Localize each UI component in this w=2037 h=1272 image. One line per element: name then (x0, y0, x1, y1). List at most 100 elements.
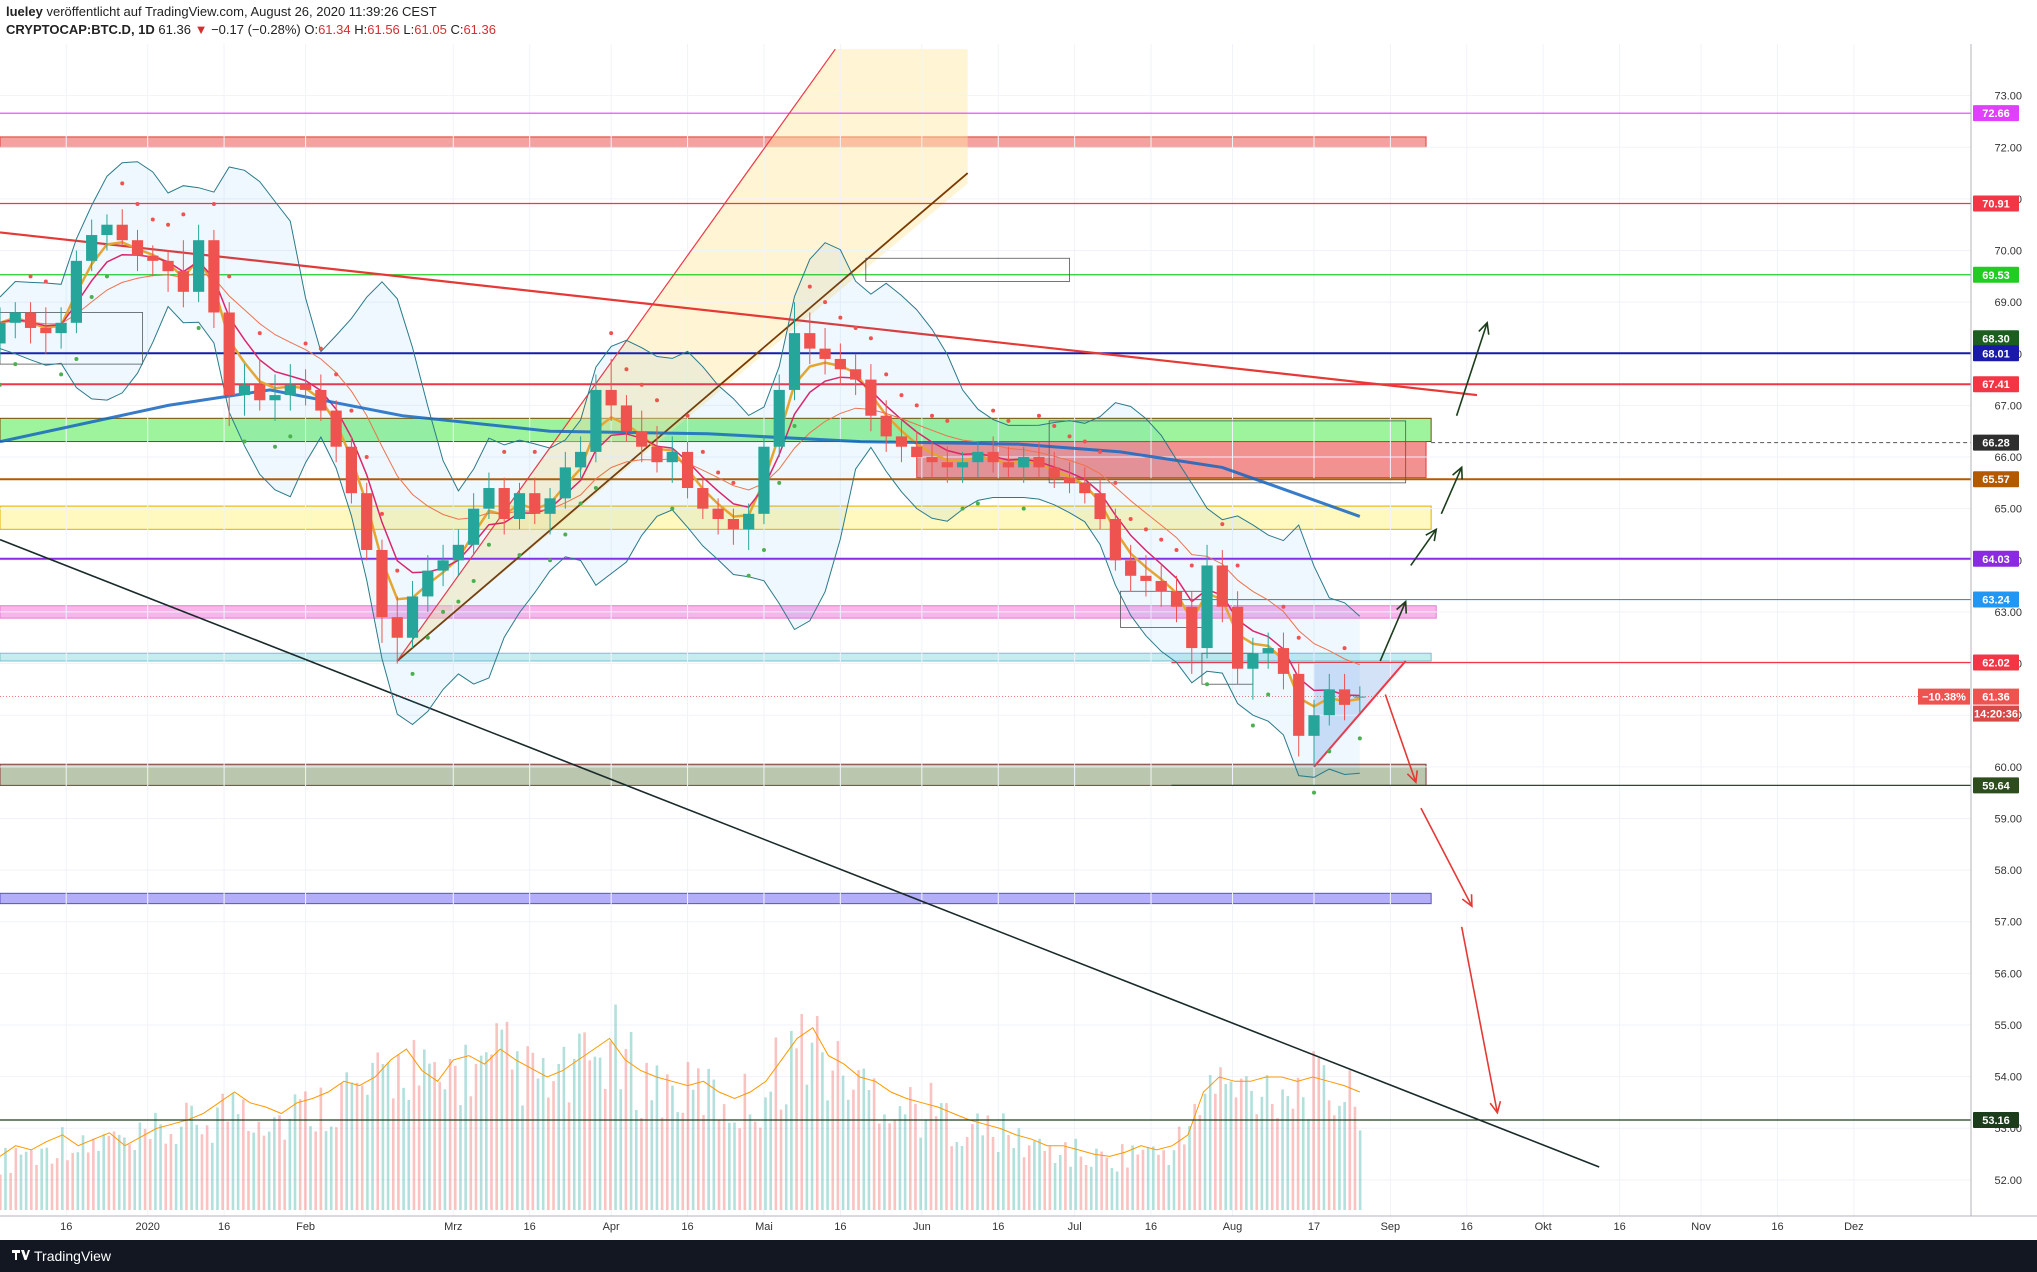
candle-body (86, 235, 98, 261)
volume-bar (1322, 1065, 1326, 1210)
volume-bar (138, 1122, 142, 1210)
uptrend-channel-lower (396, 172, 969, 662)
ohlc-line: CRYPTOCAP:BTC.D, 1D 61.36 ▼ −0.17 (−0.28… (6, 22, 496, 37)
psar-dot (945, 418, 950, 423)
volume-bar (516, 1051, 519, 1210)
candle-body (865, 379, 877, 416)
candle-body (101, 224, 113, 236)
candle-body (544, 498, 556, 514)
candle-body (452, 544, 464, 561)
psar-dot (807, 284, 812, 289)
price-chart[interactable]: 52.0053.0054.0055.0056.0057.0058.0059.00… (0, 44, 2037, 1240)
volume-bar (769, 1091, 773, 1210)
arrow-up-4 (1455, 322, 1488, 416)
volume-bar (867, 1090, 871, 1210)
volume-bar (257, 1121, 261, 1210)
time-tick-label: Jul (1068, 1221, 1082, 1233)
chart-header: lueley veröffentlicht auf TradingView.co… (0, 0, 2037, 44)
candle-body (315, 389, 327, 411)
price-tick-label: 66.00 (1994, 452, 2022, 464)
volume-bar (1157, 1154, 1160, 1210)
price-axis-panel[interactable] (1971, 44, 2037, 1240)
symbol-name[interactable]: CRYPTOCAP:BTC.D, 1D (6, 22, 155, 37)
close-value: 61.36 (463, 22, 496, 37)
tradingview-logo-icon[interactable] (12, 1248, 30, 1262)
psar-dot (1235, 563, 1240, 568)
arrow-down-2 (1420, 807, 1473, 907)
psar-dot (716, 470, 721, 475)
volume-bar (97, 1150, 100, 1210)
volume-bar (1017, 1128, 1021, 1210)
countdown-label: 14:20:36 (1974, 709, 2018, 721)
volume-bar (774, 1037, 778, 1210)
author-name[interactable]: lueley (6, 4, 43, 19)
price-tick-label: 69.00 (1994, 297, 2022, 309)
psar-dot (1357, 736, 1362, 741)
zone-support-60 (0, 763, 1427, 786)
arrow-up-3-head (1452, 465, 1463, 480)
psar-dot (914, 403, 919, 408)
price-tick-label: 57.00 (1994, 917, 2022, 929)
price-tick-label: 56.00 (1994, 968, 2022, 980)
psar-dot (731, 480, 736, 485)
price-level-label: 69.53 (1982, 270, 2010, 282)
volume-bar (800, 1014, 804, 1210)
candle-body (498, 488, 510, 519)
volume-bar (1239, 1078, 1243, 1210)
candle-body (712, 508, 724, 519)
candle-body (1277, 648, 1290, 674)
price-level-badge (1973, 195, 2019, 212)
candle-body (880, 415, 892, 437)
psar-dot (227, 274, 232, 279)
volume-bar (795, 1048, 798, 1210)
psar-dot (655, 398, 659, 403)
volume-bar (293, 1094, 297, 1210)
arrow-up-2 (1410, 528, 1437, 566)
volume-bar (143, 1128, 147, 1210)
volume-bar (231, 1093, 235, 1210)
volume-bar (1265, 1075, 1269, 1210)
time-axis[interactable]: 16 2020 16 Feb Mrz 16 Apr 16 Mai 16 Jun 16 Jul 16 Aug 1… (60, 1221, 1864, 1233)
volume-bar (567, 1102, 571, 1210)
volume-bar (728, 1122, 731, 1210)
volume-bar (179, 1126, 183, 1210)
volume-bar (335, 1127, 338, 1210)
price-level-badge (1973, 471, 2019, 488)
volume-bar (1234, 1097, 1238, 1210)
volume-bar (1172, 1150, 1176, 1210)
volume-bar (541, 1058, 545, 1210)
volume-bar (464, 1044, 467, 1210)
volume-bar (634, 1109, 638, 1210)
psar-dot (43, 279, 48, 284)
psar-dot (685, 413, 690, 418)
candle-body (804, 333, 816, 349)
volume-bar (572, 1058, 576, 1210)
volume-bar (1064, 1142, 1067, 1210)
volume-bar (805, 1084, 809, 1210)
volume-bar (448, 1058, 452, 1210)
volume-bar (159, 1124, 162, 1210)
price-axis[interactable]: 52.0053.0054.0055.0056.0057.0058.0059.00… (1918, 91, 2022, 1187)
psar-dot (74, 356, 79, 361)
volume-bar (1167, 1164, 1171, 1210)
psar-dot (89, 294, 94, 299)
candle-body (1232, 606, 1244, 669)
candle-body (895, 436, 908, 447)
candle-body (238, 384, 251, 396)
psar-dot (639, 382, 644, 387)
candle-body (361, 493, 373, 550)
volume-bar (329, 1126, 333, 1210)
volume-bar (345, 1072, 349, 1210)
psar-dot (181, 212, 186, 217)
candle-body (697, 488, 709, 509)
price-level-label: 62.02 (1982, 658, 2010, 670)
volume-bar (174, 1144, 178, 1210)
time-tick-label: Jun (913, 1221, 931, 1233)
psar-dot (0, 382, 2, 387)
psar-dot (349, 408, 354, 413)
volume-bar (164, 1143, 168, 1210)
footer-brand[interactable]: TradingView (34, 1248, 112, 1264)
volume-bar (474, 1063, 478, 1210)
volume-bar (1079, 1156, 1083, 1210)
candle-body (1033, 457, 1045, 468)
